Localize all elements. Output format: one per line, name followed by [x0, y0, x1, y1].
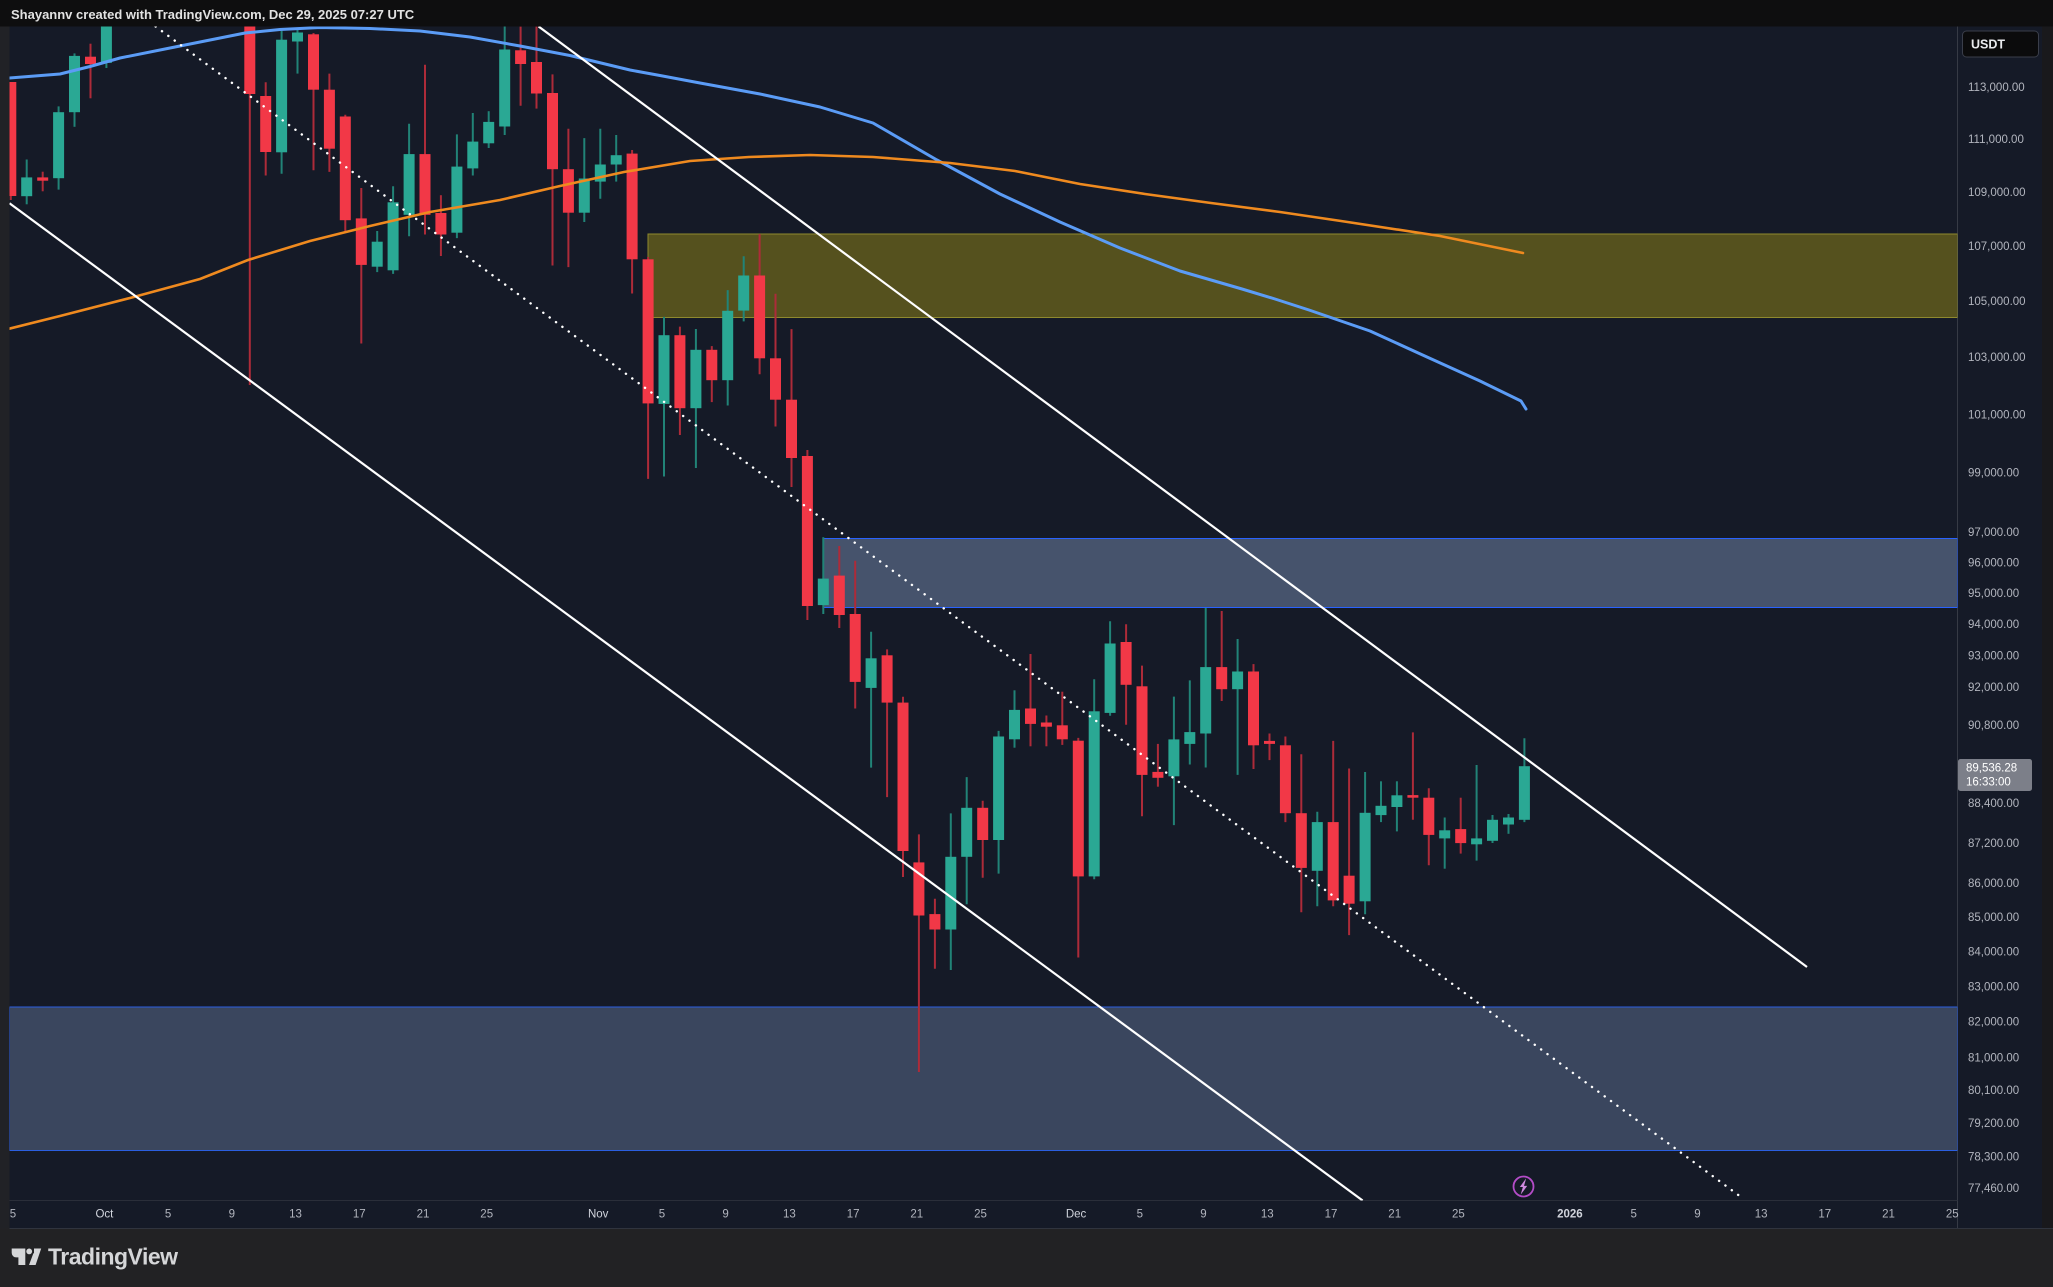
- svg-text:Shayannv created with TradingV: Shayannv created with TradingView.com, D…: [11, 7, 415, 22]
- svg-text:77,460.00: 77,460.00: [1968, 1183, 2019, 1195]
- svg-text:88,400.00: 88,400.00: [1968, 798, 2019, 810]
- svg-text:17: 17: [1818, 1209, 1831, 1221]
- svg-text:103,000.00: 103,000.00: [1968, 352, 2026, 364]
- svg-text:13: 13: [783, 1209, 796, 1221]
- svg-text:111,000.00: 111,000.00: [1968, 134, 2024, 146]
- svg-text:82,000.00: 82,000.00: [1968, 1017, 2019, 1029]
- svg-text:78,300.00: 78,300.00: [1968, 1151, 2019, 1163]
- svg-text:5: 5: [165, 1209, 171, 1221]
- svg-text:17: 17: [847, 1209, 860, 1221]
- svg-text:USDT: USDT: [1971, 38, 2005, 52]
- svg-text:5: 5: [1630, 1209, 1636, 1221]
- svg-text:25: 25: [1452, 1209, 1465, 1221]
- svg-text:83,000.00: 83,000.00: [1968, 982, 2019, 994]
- svg-text:Dec: Dec: [1066, 1209, 1087, 1221]
- svg-text:TradingView: TradingView: [48, 1244, 178, 1270]
- svg-text:13: 13: [1261, 1209, 1274, 1221]
- svg-text:80,100.00: 80,100.00: [1968, 1085, 2019, 1097]
- svg-text:2026: 2026: [1557, 1209, 1583, 1221]
- svg-text:25: 25: [974, 1209, 987, 1221]
- svg-text:109,000.00: 109,000.00: [1968, 187, 2026, 199]
- svg-text:17: 17: [1325, 1209, 1338, 1221]
- svg-text:95,000.00: 95,000.00: [1968, 588, 2019, 600]
- svg-text:21: 21: [1388, 1209, 1401, 1221]
- svg-text:9: 9: [1694, 1209, 1700, 1221]
- svg-text:86,000.00: 86,000.00: [1968, 878, 2019, 890]
- svg-text:13: 13: [289, 1209, 302, 1221]
- svg-text:97,000.00: 97,000.00: [1968, 527, 2019, 539]
- svg-text:9: 9: [229, 1209, 235, 1221]
- svg-text:9: 9: [1200, 1209, 1206, 1221]
- svg-text:81,000.00: 81,000.00: [1968, 1053, 2019, 1065]
- svg-text:5: 5: [659, 1209, 665, 1221]
- svg-text:99,000.00: 99,000.00: [1968, 468, 2019, 480]
- svg-text:9: 9: [722, 1209, 728, 1221]
- svg-text:Oct: Oct: [95, 1209, 114, 1221]
- svg-text:92,000.00: 92,000.00: [1968, 682, 2019, 694]
- svg-text:93,000.00: 93,000.00: [1968, 650, 2019, 662]
- svg-text:13: 13: [1755, 1209, 1768, 1221]
- svg-text:5: 5: [1137, 1209, 1143, 1221]
- svg-text:21: 21: [417, 1209, 430, 1221]
- svg-text:79,200.00: 79,200.00: [1968, 1118, 2019, 1130]
- svg-text:21: 21: [910, 1209, 923, 1221]
- svg-text:113,000.00: 113,000.00: [1968, 82, 2025, 94]
- svg-text:Nov: Nov: [588, 1209, 609, 1221]
- svg-text:105,000.00: 105,000.00: [1968, 296, 2026, 308]
- svg-text:21: 21: [1882, 1209, 1895, 1221]
- svg-text:101,000.00: 101,000.00: [1968, 409, 2026, 421]
- svg-text:107,000.00: 107,000.00: [1968, 241, 2026, 253]
- svg-text:84,000.00: 84,000.00: [1968, 947, 2019, 959]
- svg-text:87,200.00: 87,200.00: [1968, 838, 2019, 850]
- svg-text:89,536.28: 89,536.28: [1966, 763, 2017, 775]
- svg-text:17: 17: [353, 1209, 366, 1221]
- svg-text:25: 25: [1946, 1209, 1959, 1221]
- svg-text:25: 25: [480, 1209, 493, 1221]
- svg-text:90,800.00: 90,800.00: [1968, 720, 2019, 732]
- svg-text:85,000.00: 85,000.00: [1968, 912, 2019, 924]
- svg-text:5: 5: [10, 1209, 16, 1221]
- svg-text:94,000.00: 94,000.00: [1968, 619, 2019, 631]
- svg-text:16:33:00: 16:33:00: [1966, 777, 2011, 789]
- svg-text:96,000.00: 96,000.00: [1968, 558, 2019, 570]
